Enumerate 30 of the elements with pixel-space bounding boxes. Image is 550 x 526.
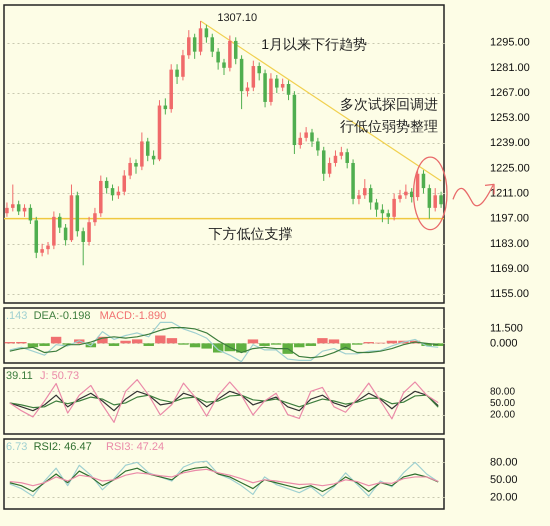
annotation: 1307.10 [217,12,258,24]
series-label: RSI2: 46.47 [34,441,92,453]
y-tick-label: 1211.00 [490,187,529,200]
text: .143 [6,310,28,322]
y-tick-label: 1239.00 [490,137,530,150]
y-tick-label: 1197.00 [490,212,529,225]
series-label: 39.11 [6,370,33,382]
y-tick-label: 1183.00 [490,238,529,250]
y-tick-label: 1295.00 [490,36,530,49]
y-tick-label: 20.00 [490,410,516,421]
y-tick-label: 50.00 [490,474,518,486]
series-label: DEA:-0.198 [34,310,90,322]
text: RSI3: 47.24 [106,441,164,453]
y-tick-label: 50.00 [490,398,516,409]
y-tick-label: 1253.00 [490,112,530,124]
y-tick-label: 1169.00 [490,262,529,275]
y-tick-label: 80.00 [490,456,518,468]
y-tick-label: 20.00 [490,491,518,504]
y-tick-label: 1155.00 [490,288,529,300]
y-tick-label: 80.00 [490,386,516,398]
annotation: 1月以来下行趋势 [261,36,368,52]
ref-line-label: 下方低位支撑 [208,226,292,242]
text: 6.73 [6,441,28,453]
y-tick-label: 11.500 [490,322,523,334]
series-label: J: 50.73 [40,370,80,382]
y-tick-label: 0.000 [490,337,518,350]
series-label: MACD:-1.890 [100,310,166,322]
y-tick-label: 1267.00 [490,86,530,99]
y-tick-label: 1281.00 [490,62,530,74]
y-tick-label: 1225.00 [490,162,530,174]
